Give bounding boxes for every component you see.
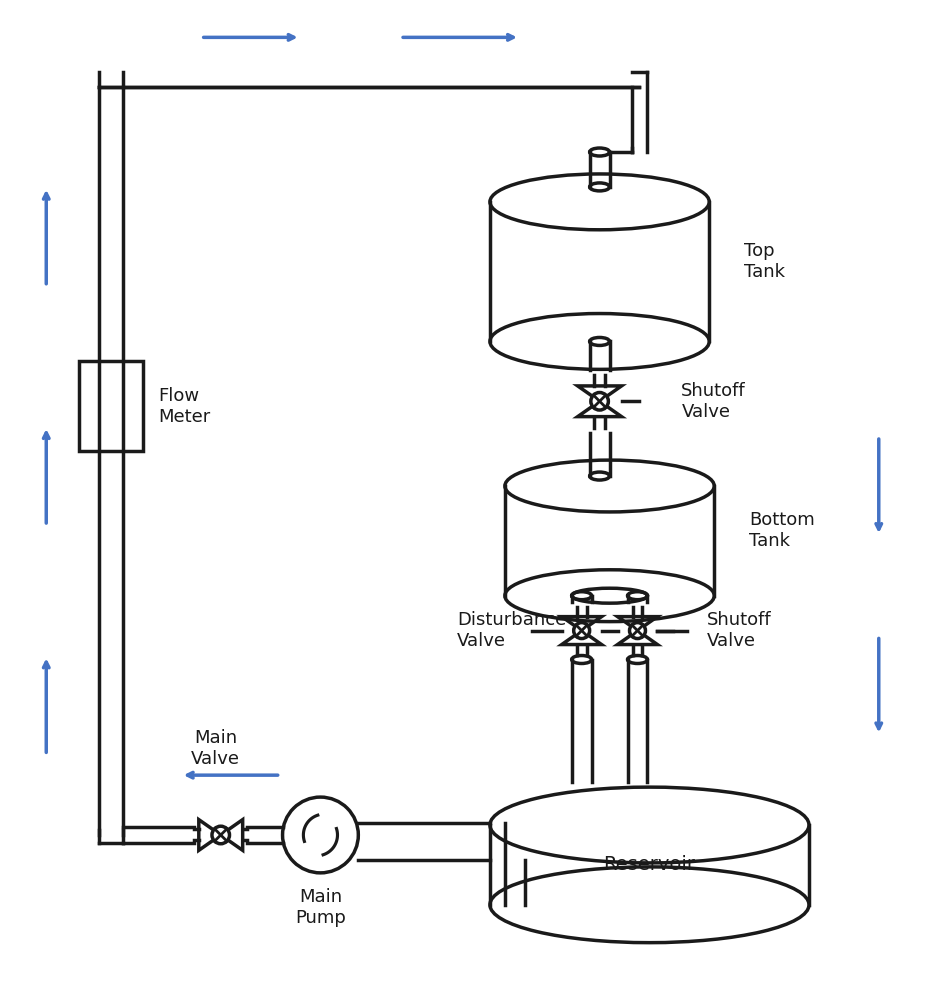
- Circle shape: [212, 826, 230, 844]
- Text: Main
Pump: Main Pump: [295, 887, 346, 927]
- Circle shape: [630, 622, 645, 639]
- Circle shape: [283, 797, 359, 873]
- Text: Main
Valve: Main Valve: [191, 730, 240, 768]
- Circle shape: [591, 392, 608, 410]
- Text: Top
Tank: Top Tank: [744, 243, 785, 281]
- Circle shape: [573, 622, 589, 639]
- Text: Bottom
Tank: Bottom Tank: [749, 512, 814, 550]
- Text: Shutoff
Valve: Shutoff Valve: [707, 611, 771, 650]
- Text: Reservoir: Reservoir: [603, 856, 696, 875]
- Text: Disturbance
Valve: Disturbance Valve: [457, 611, 566, 650]
- Text: Flow
Meter: Flow Meter: [159, 387, 211, 426]
- Bar: [78, 362, 144, 452]
- Text: Shutoff
Valve: Shutoff Valve: [682, 382, 746, 421]
